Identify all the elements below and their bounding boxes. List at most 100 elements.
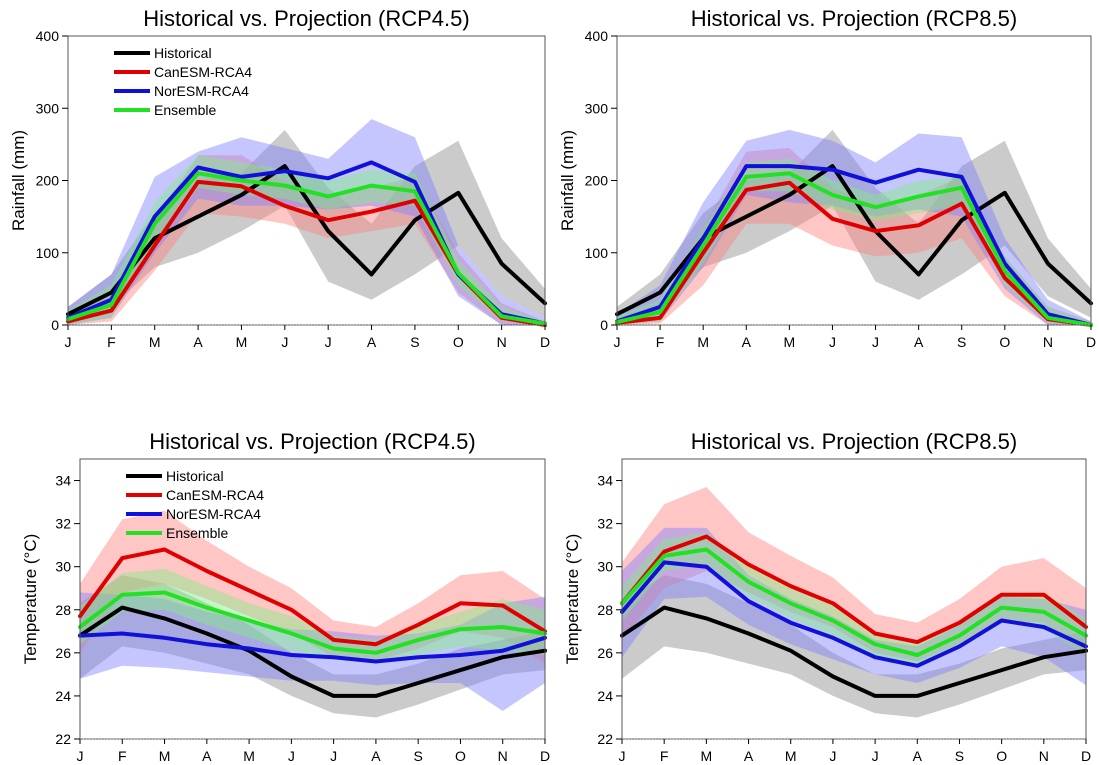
- legend-label-historical: Historical: [154, 45, 212, 61]
- x-tick-label: J: [65, 334, 72, 350]
- chart-panel-1: Historical vs. Projection (RCP4.5) Rainfa…: [9, 6, 550, 350]
- x-tick-label: M: [159, 748, 171, 764]
- legend-label-noresm-rca4: NorESM-RCA4: [154, 83, 249, 99]
- x-tick-label: A: [742, 334, 752, 350]
- y-axis-label: Rainfall (mm): [9, 130, 28, 231]
- y-tick-label: 200: [36, 173, 60, 189]
- x-tick-label: F: [660, 748, 669, 764]
- series-line-canesm-rca4: [615, 180, 1093, 327]
- band-noresm-rca4: [617, 129, 1091, 325]
- y-tick-label: 24: [55, 688, 71, 704]
- y-tick-label: 26: [597, 645, 613, 661]
- x-tick-label: M: [697, 334, 709, 350]
- y-tick-label: 200: [585, 173, 609, 189]
- y-tick-label: 30: [597, 559, 613, 575]
- chart-title: Historical vs. Projection (RCP8.5): [691, 6, 1017, 31]
- legend: Historical CanESM-RCA4 NorESM-RCA4 Ensemble: [114, 45, 252, 118]
- x-tick-label: M: [149, 334, 161, 350]
- x-tick-label: N: [1043, 334, 1053, 350]
- y-tick-label: 28: [55, 602, 71, 618]
- x-tick-label: M: [785, 748, 797, 764]
- x-tick-label: A: [744, 748, 754, 764]
- series-line-ensemble: [78, 590, 547, 655]
- x-tick-label: D: [1081, 748, 1091, 764]
- x-tick-label: O: [999, 334, 1010, 350]
- y-tick-label: 32: [55, 516, 71, 532]
- x-tick-label: S: [957, 334, 966, 350]
- y-tick-label: 24: [597, 688, 613, 704]
- x-tick-label: A: [202, 748, 212, 764]
- legend-label-ensemble: Ensemble: [154, 102, 216, 118]
- y-axis-label: Rainfall (mm): [558, 130, 577, 231]
- x-tick-label: M: [236, 334, 248, 350]
- x-tick-label: J: [325, 334, 332, 350]
- band-historical: [80, 575, 545, 718]
- x-tick-label: N: [1039, 748, 1049, 764]
- x-tick-label: J: [829, 748, 836, 764]
- y-tick-label: 22: [597, 731, 613, 747]
- y-tick-label: 26: [55, 645, 71, 661]
- series-line-noresm-rca4: [78, 631, 547, 664]
- legend-label-ensemble: Ensemble: [166, 525, 228, 541]
- series-line-historical: [78, 605, 547, 698]
- y-tick-label: 0: [600, 317, 608, 333]
- legend-label-historical: Historical: [166, 468, 224, 484]
- x-tick-label: S: [410, 334, 419, 350]
- chart-panel-3: Historical vs. Projection (RCP4.5) Temper…: [21, 429, 550, 764]
- x-tick-label: A: [914, 334, 924, 350]
- plot-frame: [79, 458, 546, 740]
- band-ensemble: [80, 568, 545, 664]
- series-lines: [66, 160, 547, 327]
- uncertainty-bands: [622, 487, 1086, 718]
- x-tick-label: M: [243, 748, 255, 764]
- band-noresm-rca4: [68, 119, 545, 325]
- x-tick-label: J: [872, 334, 879, 350]
- series-line-noresm-rca4: [620, 560, 1088, 668]
- x-tick-label: J: [872, 748, 879, 764]
- x-tick-label: D: [540, 334, 550, 350]
- y-tick-label: 22: [55, 731, 71, 747]
- series-line-ensemble: [615, 171, 1093, 327]
- x-tick-label: N: [498, 748, 508, 764]
- y-axis-label: Temperature (°C): [563, 534, 582, 665]
- y-tick-label: 32: [597, 516, 613, 532]
- band-canesm-rca4: [80, 510, 545, 664]
- legend: Historical CanESM-RCA4 NorESM-RCA4 Ensemble: [126, 468, 264, 541]
- legend-label-noresm-rca4: NorESM-RCA4: [166, 506, 261, 522]
- y-tick-label: 30: [55, 559, 71, 575]
- x-tick-label: O: [453, 334, 464, 350]
- series-lines: [78, 547, 547, 698]
- y-tick-label: 100: [36, 245, 60, 261]
- band-historical: [68, 129, 545, 322]
- uncertainty-bands: [68, 119, 545, 325]
- series-line-canesm-rca4: [78, 547, 547, 647]
- x-tick-label: J: [330, 748, 337, 764]
- series-line-ensemble: [66, 171, 547, 326]
- chart-title: Historical vs. Projection (RCP4.5): [143, 6, 469, 31]
- y-tick-label: 28: [597, 602, 613, 618]
- y-tick-label: 34: [597, 473, 613, 489]
- x-tick-label: S: [414, 748, 423, 764]
- y-tick-label: 300: [585, 100, 609, 116]
- x-tick-label: F: [118, 748, 127, 764]
- x-tick-label: J: [619, 748, 626, 764]
- y-tick-label: 34: [55, 473, 71, 489]
- series-lines: [620, 534, 1088, 698]
- x-tick-label: A: [913, 748, 923, 764]
- chart-panel-4: Historical vs. Projection (RCP8.5) Temper…: [563, 429, 1091, 764]
- x-tick-label: F: [656, 334, 665, 350]
- band-noresm-rca4: [622, 527, 1086, 686]
- y-axis-label: Temperature (°C): [21, 534, 40, 665]
- x-tick-label: O: [996, 748, 1007, 764]
- band-historical: [622, 575, 1086, 718]
- y-tick-label: 400: [585, 28, 609, 44]
- chart-title: Historical vs. Projection (RCP4.5): [149, 429, 475, 454]
- x-tick-label: N: [497, 334, 507, 350]
- x-tick-label: M: [784, 334, 796, 350]
- x-tick-label: J: [829, 334, 836, 350]
- series-line-noresm-rca4: [615, 164, 1093, 327]
- x-tick-label: M: [701, 748, 713, 764]
- x-tick-label: J: [288, 748, 295, 764]
- x-tick-label: J: [281, 334, 288, 350]
